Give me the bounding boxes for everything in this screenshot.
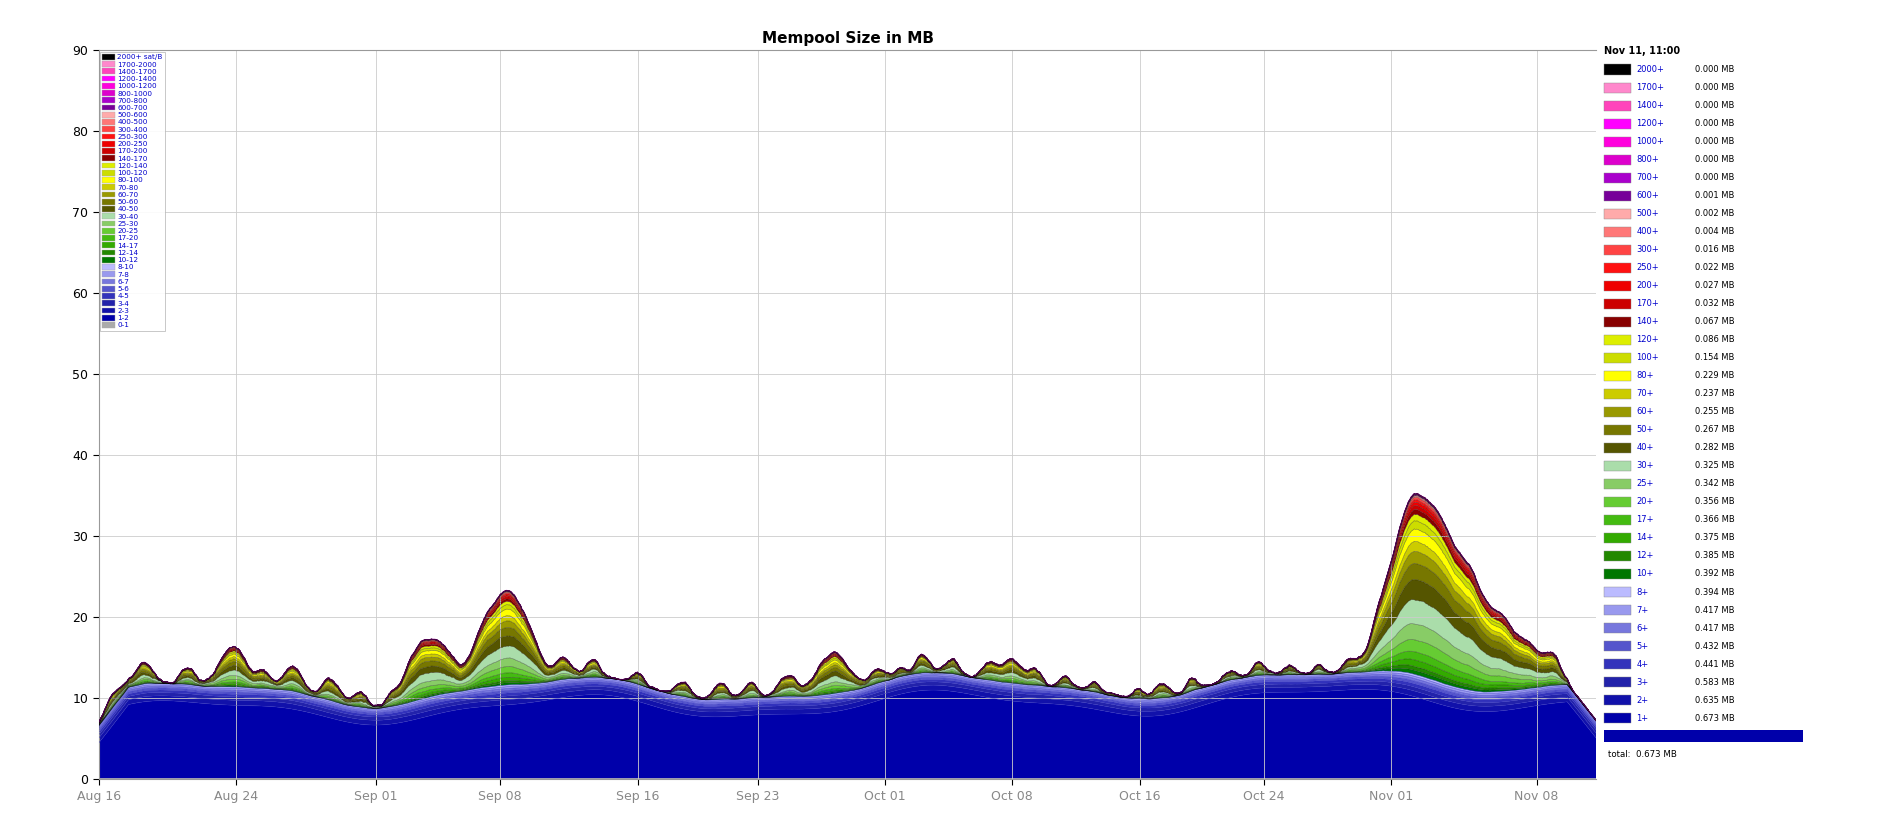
- Text: 0.086 MB: 0.086 MB: [1695, 335, 1735, 344]
- Text: 120+: 120+: [1636, 335, 1659, 344]
- Text: 0.417 MB: 0.417 MB: [1695, 623, 1735, 633]
- Text: 0.000 MB: 0.000 MB: [1695, 155, 1735, 164]
- Text: 0.255 MB: 0.255 MB: [1695, 407, 1735, 416]
- Text: 0.385 MB: 0.385 MB: [1695, 551, 1735, 561]
- Text: 800+: 800+: [1636, 155, 1659, 164]
- Text: 0.282 MB: 0.282 MB: [1695, 443, 1735, 453]
- Text: 100+: 100+: [1636, 354, 1659, 362]
- Text: 0.673 MB: 0.673 MB: [1695, 714, 1735, 722]
- Text: 170+: 170+: [1636, 299, 1659, 308]
- Text: 0.375 MB: 0.375 MB: [1695, 534, 1735, 542]
- Title: Mempool Size in MB: Mempool Size in MB: [762, 31, 933, 46]
- Text: 40+: 40+: [1636, 443, 1653, 453]
- Text: 600+: 600+: [1636, 191, 1659, 200]
- Text: total:  0.673 MB: total: 0.673 MB: [1608, 750, 1676, 758]
- Text: 140+: 140+: [1636, 318, 1659, 326]
- Text: 0.325 MB: 0.325 MB: [1695, 462, 1735, 470]
- Text: 0.267 MB: 0.267 MB: [1695, 426, 1735, 434]
- Text: 0.000 MB: 0.000 MB: [1695, 65, 1735, 74]
- Text: 0.583 MB: 0.583 MB: [1695, 678, 1735, 686]
- Text: 1200+: 1200+: [1636, 119, 1665, 128]
- Text: 0.432 MB: 0.432 MB: [1695, 642, 1735, 650]
- Text: 1400+: 1400+: [1636, 101, 1665, 110]
- Text: 2000+: 2000+: [1636, 65, 1665, 74]
- Text: 700+: 700+: [1636, 173, 1659, 182]
- Text: 0.000 MB: 0.000 MB: [1695, 119, 1735, 128]
- Text: 0.000 MB: 0.000 MB: [1695, 101, 1735, 110]
- Text: 0.000 MB: 0.000 MB: [1695, 173, 1735, 182]
- Text: 0.229 MB: 0.229 MB: [1695, 371, 1735, 380]
- Text: 0.366 MB: 0.366 MB: [1695, 515, 1735, 525]
- Text: 0.441 MB: 0.441 MB: [1695, 660, 1735, 669]
- Text: 10+: 10+: [1636, 570, 1653, 578]
- Text: 400+: 400+: [1636, 227, 1659, 236]
- Text: 14+: 14+: [1636, 534, 1653, 542]
- Text: 17+: 17+: [1636, 515, 1653, 525]
- Text: Nov 11, 11:00: Nov 11, 11:00: [1604, 46, 1680, 56]
- Text: 12+: 12+: [1636, 551, 1653, 561]
- Text: 7+: 7+: [1636, 606, 1648, 614]
- Text: 0.002 MB: 0.002 MB: [1695, 210, 1735, 218]
- Text: 5+: 5+: [1636, 642, 1648, 650]
- Text: 20+: 20+: [1636, 498, 1653, 506]
- Text: 0.000 MB: 0.000 MB: [1695, 83, 1735, 92]
- Text: 500+: 500+: [1636, 210, 1659, 218]
- Text: 0.027 MB: 0.027 MB: [1695, 282, 1735, 290]
- Text: 0.417 MB: 0.417 MB: [1695, 606, 1735, 614]
- Text: 0.342 MB: 0.342 MB: [1695, 479, 1735, 489]
- Text: 4+: 4+: [1636, 660, 1648, 669]
- Text: 8+: 8+: [1636, 587, 1648, 597]
- Text: 0.237 MB: 0.237 MB: [1695, 390, 1735, 398]
- Text: 0.016 MB: 0.016 MB: [1695, 246, 1735, 254]
- Text: 0.032 MB: 0.032 MB: [1695, 299, 1735, 308]
- Text: 0.001 MB: 0.001 MB: [1695, 191, 1735, 200]
- Text: 200+: 200+: [1636, 282, 1659, 290]
- Text: 70+: 70+: [1636, 390, 1653, 398]
- Text: 0.394 MB: 0.394 MB: [1695, 587, 1735, 597]
- Text: 1+: 1+: [1636, 714, 1648, 722]
- Text: 1000+: 1000+: [1636, 137, 1665, 146]
- Text: 0.022 MB: 0.022 MB: [1695, 263, 1735, 272]
- Text: total: 0.673 MB: total: 0.673 MB: [1608, 732, 1684, 741]
- Text: 0.000 MB: 0.000 MB: [1695, 137, 1735, 146]
- Legend: 2000+ sat/B, 1700-2000, 1400-1700, 1200-1400, 1000-1200, 800-1000, 700-800, 600-: 2000+ sat/B, 1700-2000, 1400-1700, 1200-…: [100, 52, 165, 330]
- Text: 300+: 300+: [1636, 246, 1659, 254]
- Text: 6+: 6+: [1636, 623, 1648, 633]
- Text: 0.004 MB: 0.004 MB: [1695, 227, 1735, 236]
- Text: 3+: 3+: [1636, 678, 1648, 686]
- Text: 0.154 MB: 0.154 MB: [1695, 354, 1735, 362]
- Text: 25+: 25+: [1636, 479, 1653, 489]
- Text: 50+: 50+: [1636, 426, 1653, 434]
- Text: 250+: 250+: [1636, 263, 1659, 272]
- Text: 0.392 MB: 0.392 MB: [1695, 570, 1735, 578]
- Text: 2+: 2+: [1636, 696, 1648, 705]
- Text: 30+: 30+: [1636, 462, 1653, 470]
- Text: 0.067 MB: 0.067 MB: [1695, 318, 1735, 326]
- Text: 80+: 80+: [1636, 371, 1653, 380]
- Text: 1700+: 1700+: [1636, 83, 1665, 92]
- Text: 60+: 60+: [1636, 407, 1653, 416]
- Text: 0.635 MB: 0.635 MB: [1695, 696, 1735, 705]
- Text: 0.356 MB: 0.356 MB: [1695, 498, 1735, 506]
